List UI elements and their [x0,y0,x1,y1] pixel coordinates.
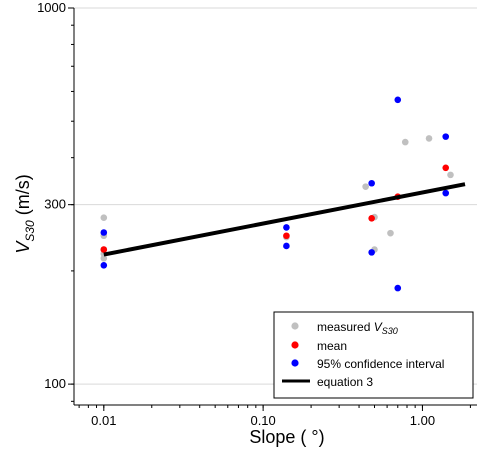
ci-point [368,179,375,187]
ci-point [394,284,402,292]
ci-point [442,189,450,197]
axes: 0.01 0.10 1.00 100 300 1000 [37,0,477,428]
legend-label-measured: measured VS30 [317,320,398,336]
legend: measured VS30 mean 95% confidence interv… [273,311,474,399]
ci-point [100,229,108,236]
ci-point [283,224,290,231]
measured-point [447,171,454,179]
x-tick-label: 0.01 [91,413,116,428]
legend-marker-mean [291,341,299,349]
measured-point [387,229,394,237]
x-tick-label: 0.10 [250,413,275,428]
y-tick-label: 1000 [37,0,66,15]
mean-point [368,214,375,222]
measured-point [100,255,108,262]
y-axis-title: VS30 (m/s) [13,174,37,253]
mean-point [442,164,450,172]
mean-point [100,246,108,253]
legend-label-ci: 95% confidence interval [317,357,444,371]
ci-point [442,133,450,140]
legend-marker-measured [291,322,299,330]
x-axis-title: Slope ( °) [249,427,324,447]
measured-point [362,183,369,190]
legend-box [273,311,474,399]
legend-marker-ci [291,359,299,367]
ci-point [368,249,375,256]
measured-point [100,214,108,221]
measured-point [401,138,409,146]
ci-point [394,96,402,104]
ci-point [100,261,108,269]
mean-point [283,232,290,240]
ci-point [283,242,290,250]
legend-label-mean: mean [317,339,347,353]
measured-point [425,135,433,142]
x-tick-label: 1.00 [410,413,435,428]
y-tick-label: 100 [44,376,66,391]
y-tick-label: 300 [44,197,66,212]
data-layer [100,96,466,292]
legend-label-equation: equation 3 [317,375,373,389]
equation-line [103,182,466,257]
